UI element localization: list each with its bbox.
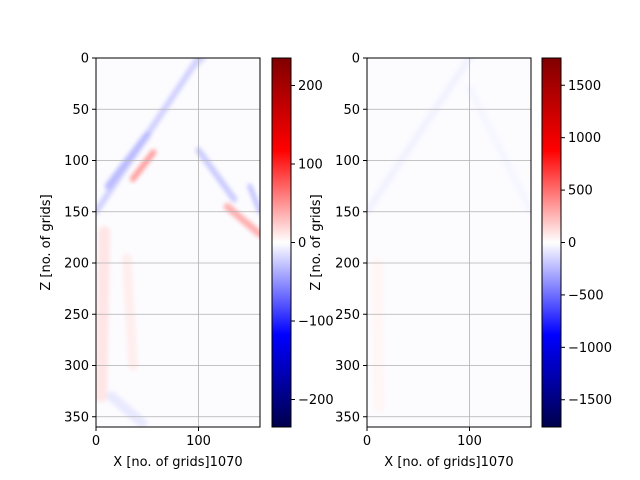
heatmap-feature-8	[121, 252, 138, 371]
y-tick-label: 300	[64, 359, 89, 374]
heatmap-panel-1: 0 100 0 50 100 150 200 250 300 350 X [no. of grids…	[39, 52, 334, 471]
colorbar-tick-label: 0	[568, 236, 576, 251]
colorbar-tick-label: 0	[298, 236, 306, 251]
colorbar-tick-label: −200	[298, 393, 334, 408]
y-tick-label: 100	[335, 154, 360, 169]
heatmap-background	[367, 58, 531, 427]
y-tick-label: 50	[72, 103, 89, 118]
y-axis-label: Z [no. of grids]	[309, 194, 324, 290]
y-tick-label: 350	[64, 410, 89, 425]
y-tick-label: 150	[335, 205, 360, 220]
y-tick-label: 200	[335, 257, 360, 272]
y-tick-label: 300	[335, 359, 360, 374]
heatmap-feature-6	[247, 183, 260, 215]
colorbar: −200 −100 0 100 200	[271, 57, 334, 428]
y-tick-label: 250	[64, 308, 89, 323]
y-tick-label: 50	[343, 103, 360, 118]
y-tick-label: 0	[352, 52, 360, 67]
x-tick-label: 0	[363, 434, 371, 449]
colorbar: −1500 −1000 −500 0 500 1000 1500	[541, 57, 612, 428]
heatmap-feature-3	[371, 257, 386, 413]
y-tick-label: 200	[64, 257, 89, 272]
colorbar-tick-label: 200	[298, 79, 323, 94]
heatmap-feature-4	[195, 147, 238, 203]
colorbar-tick-label: 1000	[568, 131, 601, 146]
colorbar-gradient	[271, 57, 292, 428]
colorbar-tick-label: 500	[568, 184, 593, 199]
heatmap-feature-1	[367, 58, 474, 216]
colorbar-tick-label: 100	[298, 157, 323, 172]
colorbar-tick-label: −1500	[568, 393, 612, 408]
y-tick-label: 150	[64, 205, 89, 220]
y-axis-label: Z [no. of grids]	[39, 194, 54, 290]
x-tick-label: 100	[186, 434, 211, 449]
y-tick-label: 100	[64, 154, 89, 169]
x-tick-label: 0	[92, 434, 100, 449]
x-tick-label: 100	[457, 434, 482, 449]
colorbar-tick-label: 1500	[568, 79, 601, 94]
colorbar-tick-label: −500	[568, 288, 604, 303]
x-axis-label: X [no. of grids]1070	[384, 455, 513, 470]
axes-frame	[95, 57, 261, 428]
heatmap-feature-9	[106, 391, 148, 427]
y-tick-label: 350	[335, 410, 360, 425]
axes-frame	[366, 57, 532, 428]
colorbar-gradient	[541, 57, 562, 428]
heatmap-feature-3	[129, 149, 157, 182]
y-tick-label: 0	[81, 52, 89, 67]
heatmap-feature-5	[223, 203, 260, 238]
y-tick-label: 250	[335, 308, 360, 323]
colorbar-tick-label: −1000	[568, 341, 612, 356]
x-axis-label: X [no. of grids]1070	[113, 455, 242, 470]
heatmap-background	[96, 58, 260, 427]
colorbar-tick-label: −100	[298, 315, 334, 330]
